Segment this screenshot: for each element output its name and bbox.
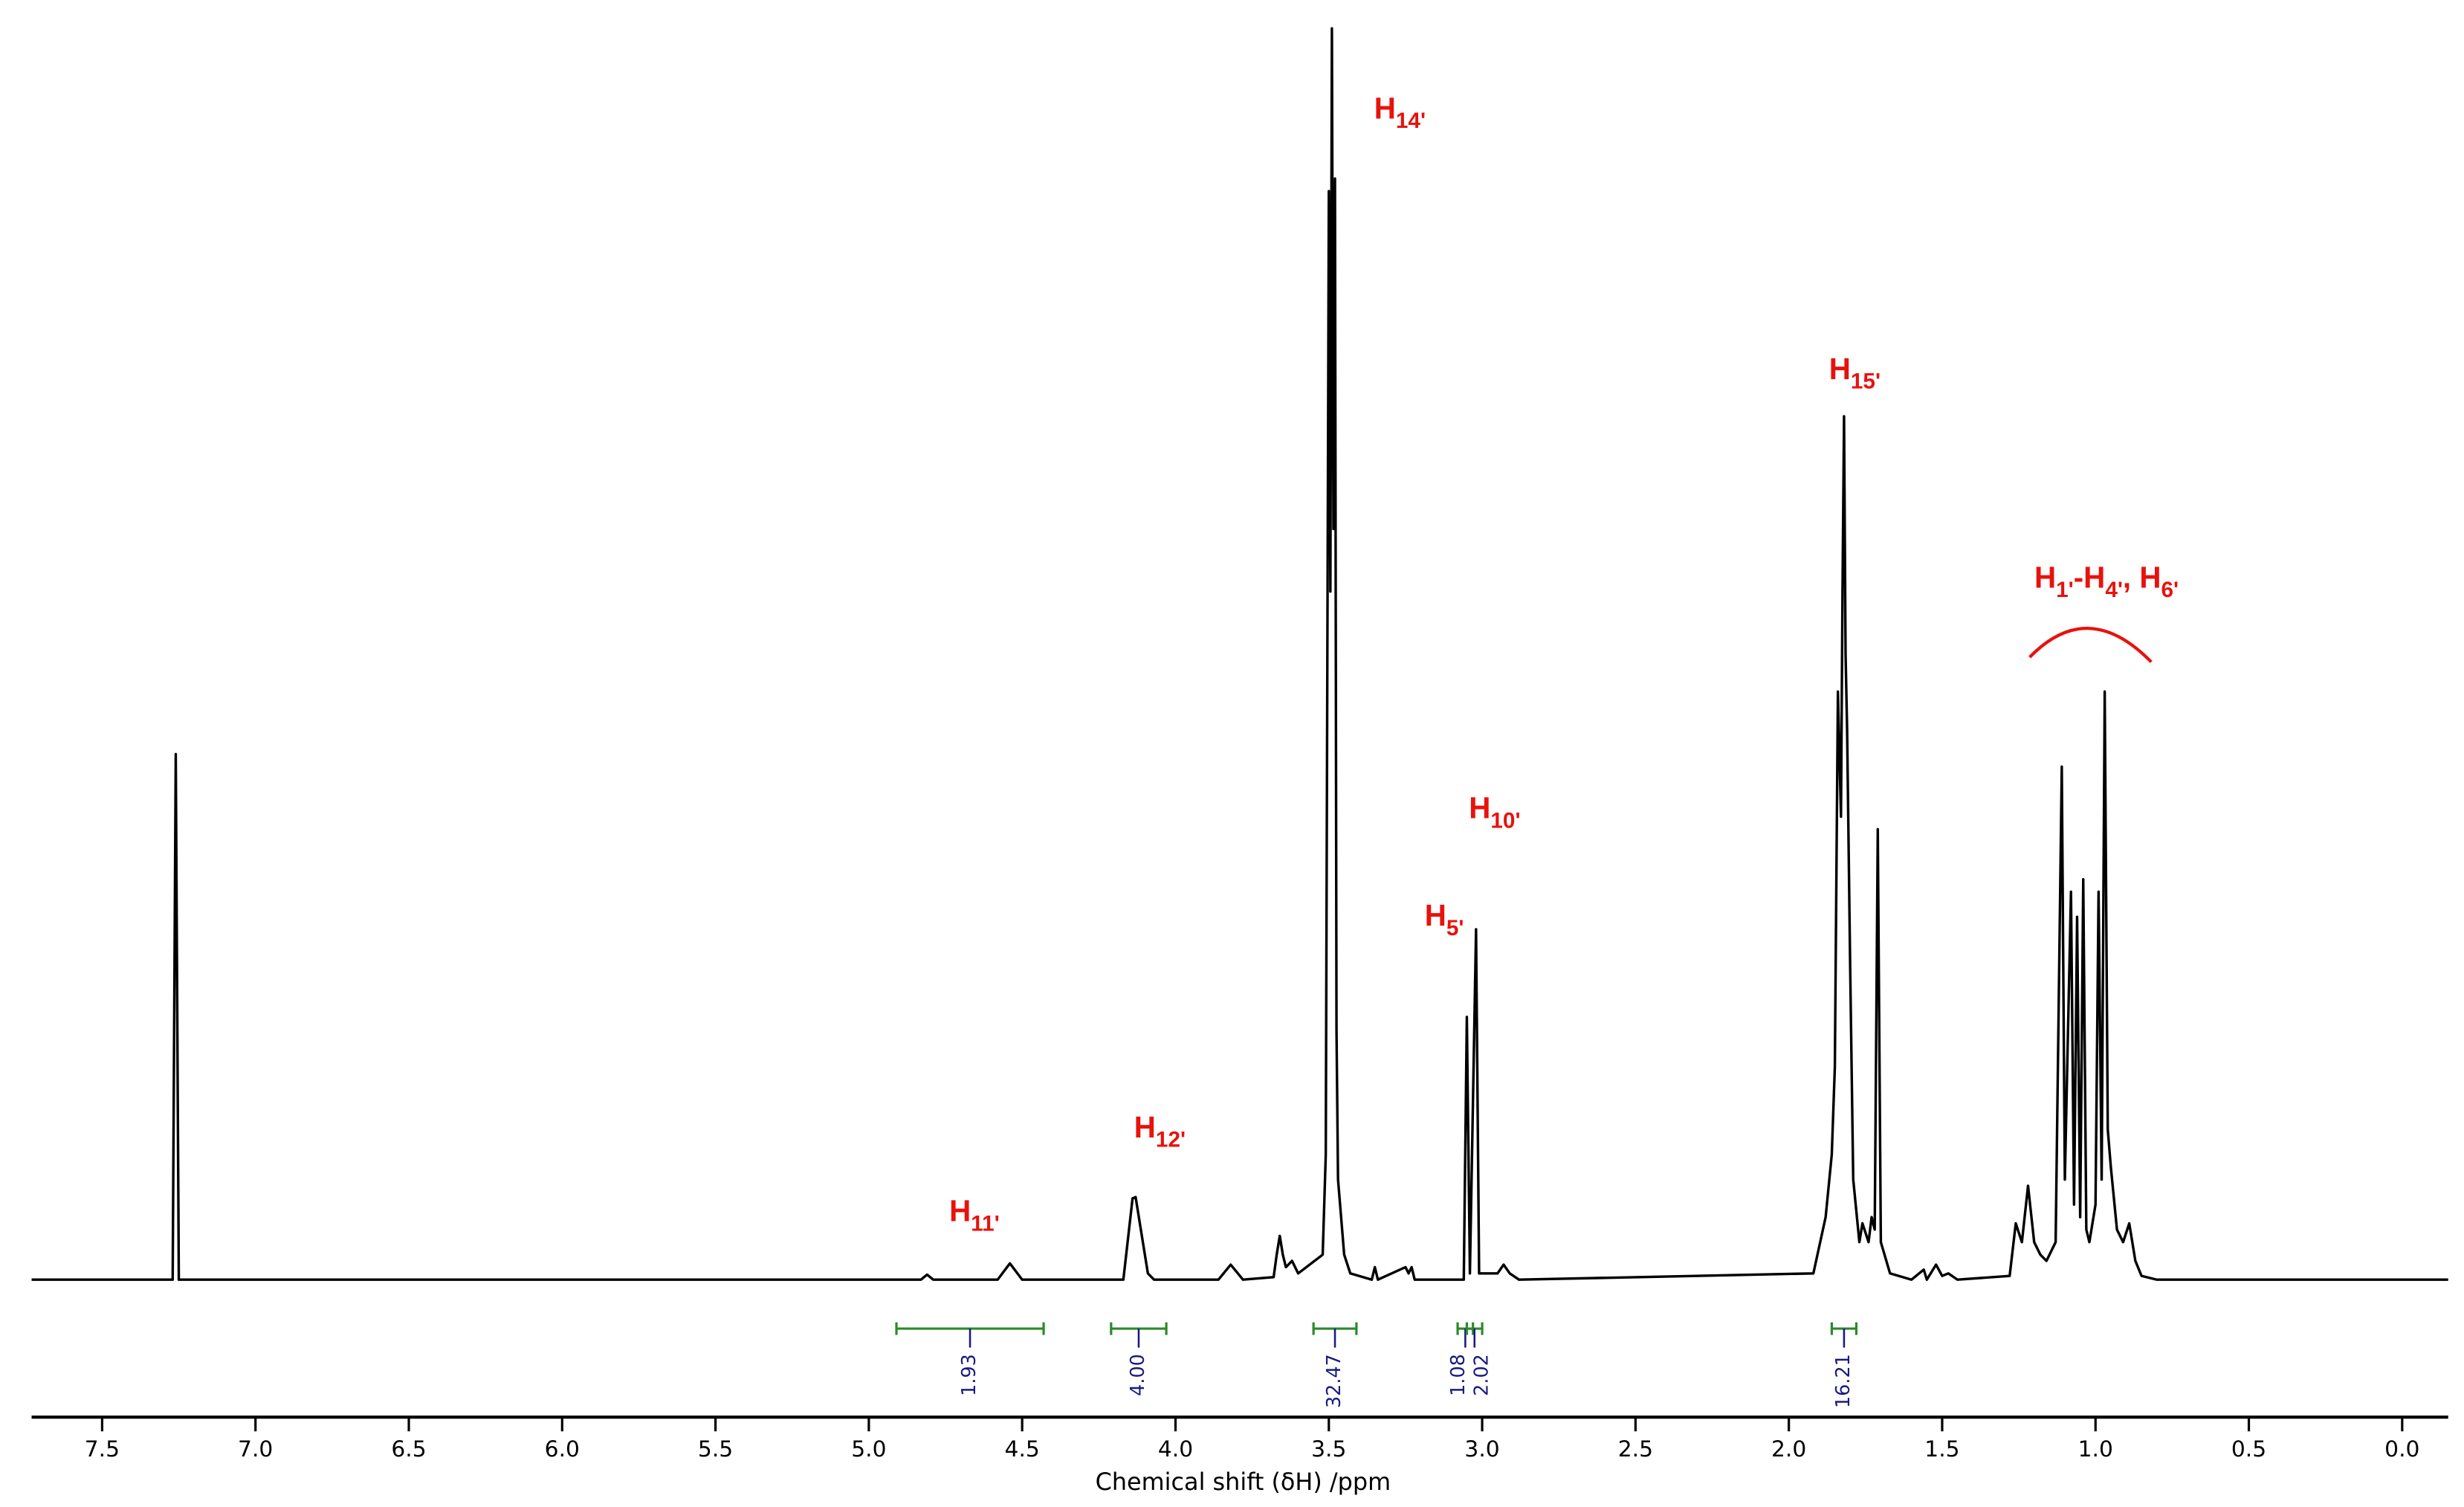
peak-annotation: H15' [1829, 352, 1881, 394]
annotation-text: H [949, 1194, 971, 1228]
annotation-subscript: 11' [971, 1211, 1000, 1236]
x-tick-label: 2.5 [1618, 1436, 1653, 1462]
annotation-subscript: 6' [2161, 578, 2179, 602]
x-tick-label: 4.0 [1158, 1436, 1193, 1462]
annotation-text: H [1469, 791, 1490, 825]
x-tick-label: 7.5 [85, 1436, 120, 1462]
annotation-text: H [1134, 1110, 1156, 1144]
x-tick-label: 3.0 [1464, 1436, 1499, 1462]
x-tick-label: 3.5 [1311, 1436, 1346, 1462]
integral: 32.47 [1312, 1322, 1358, 1408]
annotation-text: H [1374, 91, 1396, 125]
integral: 1.08 [1447, 1322, 1475, 1396]
annotation-subscript: 1' [2056, 578, 2074, 602]
x-tick-label: 1.5 [1924, 1436, 1959, 1462]
annotation-subscript: 14' [1396, 109, 1426, 133]
x-tick-label: 5.0 [851, 1436, 886, 1462]
annotation-subscript: 12' [1156, 1128, 1186, 1152]
x-tick-label: 6.5 [391, 1436, 426, 1462]
integral: 4.00 [1110, 1322, 1168, 1396]
annotation-text: H [1829, 352, 1851, 386]
peak-annotation: H1'-H4', H6' [2034, 560, 2179, 602]
peak-annotation: H10' [1469, 791, 1520, 833]
annotation-arc [2028, 627, 2153, 663]
integral-label: 16.21 [1832, 1354, 1855, 1408]
integral-label: 2.02 [1470, 1354, 1493, 1396]
spectrum-line [31, 27, 2448, 1281]
peak-annotation: H5' [1425, 898, 1464, 940]
x-tick-label: 0.5 [2231, 1436, 2266, 1462]
annotation-subscript: 5' [1446, 916, 1464, 940]
annotation-subscript: 15' [1851, 370, 1881, 394]
peak-annotation: H11' [949, 1194, 1000, 1236]
annotation-subscript: 4' [2105, 578, 2123, 602]
annotation-text: -H [2074, 560, 2106, 594]
integral-label: 1.93 [958, 1354, 980, 1396]
annotation-text: H [2034, 560, 2056, 594]
x-axis-label: Chemical shift (δH) /ppm [1096, 1468, 1391, 1496]
integral: 2.02 [1465, 1322, 1493, 1396]
x-tick-label: 7.0 [238, 1436, 273, 1462]
x-tick-label: 1.0 [2078, 1436, 2113, 1462]
peak-annotation: H14' [1374, 91, 1426, 133]
integral-label: 32.47 [1323, 1354, 1345, 1408]
x-tick-label: 4.5 [1005, 1436, 1040, 1462]
annotation-text: , H [2123, 560, 2161, 594]
x-tick-label: 2.0 [1771, 1436, 1806, 1462]
peak-annotation: H12' [1134, 1110, 1186, 1152]
annotation-text: H [1425, 898, 1446, 932]
x-tick-label: 0.0 [2384, 1436, 2419, 1462]
integral-label: 4.00 [1127, 1354, 1149, 1396]
integral-label: 1.08 [1447, 1354, 1469, 1396]
x-tick-label: 5.5 [698, 1436, 733, 1462]
integral: 1.93 [895, 1322, 1045, 1396]
annotation-subscript: 10' [1490, 808, 1520, 833]
x-tick-label: 6.0 [545, 1436, 580, 1462]
integral: 16.21 [1830, 1322, 1858, 1408]
